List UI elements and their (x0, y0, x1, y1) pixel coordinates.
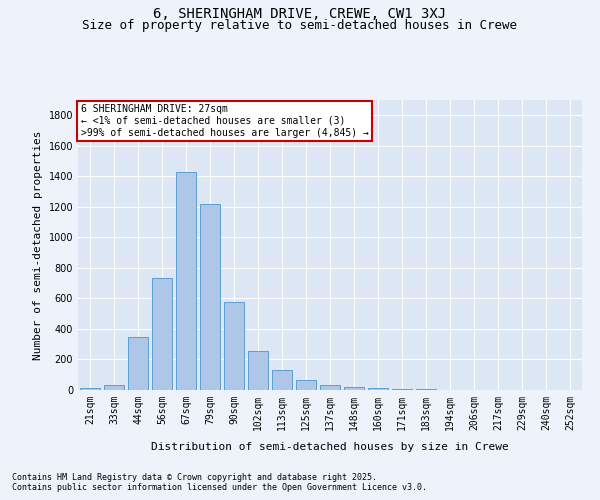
Text: Size of property relative to semi-detached houses in Crewe: Size of property relative to semi-detach… (83, 19, 517, 32)
Text: Contains public sector information licensed under the Open Government Licence v3: Contains public sector information licen… (12, 482, 427, 492)
Y-axis label: Number of semi-detached properties: Number of semi-detached properties (33, 130, 43, 360)
Bar (392, 389, 412, 390)
Bar (320, 386, 340, 390)
Text: Contains HM Land Registry data © Crown copyright and database right 2025.: Contains HM Land Registry data © Crown c… (12, 472, 377, 482)
Bar (152, 278, 172, 390)
Bar (128, 336, 148, 390)
Bar (104, 384, 124, 390)
Text: 6 SHERINGHAM DRIVE: 27sqm
← <1% of semi-detached houses are smaller (3)
>99% of : 6 SHERINGHAM DRIVE: 27sqm ← <1% of semi-… (80, 104, 368, 138)
Bar (224, 302, 244, 390)
Bar (80, 388, 100, 390)
Bar (344, 387, 364, 390)
Bar (368, 388, 388, 390)
Text: Distribution of semi-detached houses by size in Crewe: Distribution of semi-detached houses by … (151, 442, 509, 452)
Text: 6, SHERINGHAM DRIVE, CREWE, CW1 3XJ: 6, SHERINGHAM DRIVE, CREWE, CW1 3XJ (154, 8, 446, 22)
Bar (248, 351, 268, 390)
Bar (416, 389, 436, 390)
Bar (200, 204, 220, 390)
Bar (272, 370, 292, 390)
Bar (296, 380, 316, 390)
Bar (176, 172, 196, 390)
